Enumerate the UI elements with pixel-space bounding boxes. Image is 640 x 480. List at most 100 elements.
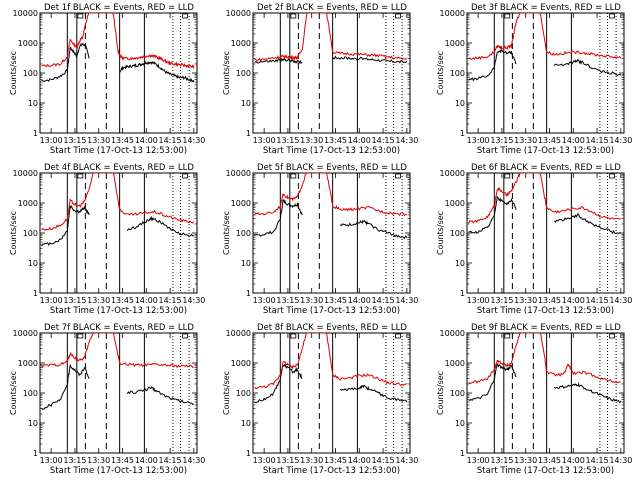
x-tick-label: 13:45 [324,136,347,145]
series-events [41,205,195,247]
x-tick-label: 14:00 [562,456,585,465]
y-tick-label: 10000 [440,9,465,18]
x-tick-label: 13:00 [40,136,63,145]
y-tick-label: 100 [450,229,465,238]
y-axis-label: Counts/sec [222,51,231,95]
y-tick-label: 10000 [13,169,38,178]
series-lld [254,13,408,62]
y-tick-label: 1000 [445,39,465,48]
y-tick-label: 1 [460,449,465,458]
x-tick-label: 13:00 [253,136,276,145]
series-lld [468,13,622,60]
panel-title: Det 9f BLACK = Events, RED = LLD [471,323,621,333]
x-tick-label: 14:30 [609,456,632,465]
y-axis-label: Counts/sec [222,211,231,255]
x-tick-label: 13:45 [538,296,561,305]
x-tick-label: 13:30 [514,136,537,145]
y-tick-label: 1 [33,129,38,138]
x-tick-label: 13:00 [253,456,276,465]
y-tick-label: 10 [28,259,38,268]
y-tick-label: 1 [246,289,251,298]
top-marker [609,333,615,339]
panel-det-1: Det 1f BLACK = Events, RED = LLD 1 10 100 10… [9,3,205,156]
panel-det-5: Det 5f BLACK = Events, RED = LLD 1 10 100 10… [222,163,418,316]
y-axis-label: Counts/sec [436,51,445,95]
top-marker [77,13,84,19]
x-tick-label: 14:15 [586,296,609,305]
y-tick-label: 1000 [231,39,251,48]
x-tick-label: 14:30 [182,456,205,465]
x-tick-label: 13:30 [87,136,110,145]
y-tick-label: 1000 [18,39,38,48]
y-tick-label: 100 [450,389,465,398]
y-tick-label: 10000 [226,9,251,18]
panel-title: Det 7f BLACK = Events, RED = LLD [44,323,194,333]
panel-title: Det 5f BLACK = Events, RED = LLD [257,163,407,173]
y-tick-label: 1 [460,289,465,298]
y-tick-label: 1 [246,449,251,458]
x-axis-label: Start Time (17-Oct-13 12:53:00) [263,466,400,476]
panel-det-9: Det 9f BLACK = Events, RED = LLD 1 10 100 10… [436,323,632,476]
x-tick-label: 14:15 [159,136,182,145]
y-tick-label: 1000 [445,359,465,368]
y-axis-label: Counts/sec [9,211,18,255]
x-tick-label: 13:30 [514,456,537,465]
y-tick-label: 1000 [18,199,38,208]
x-tick-label: 14:30 [395,456,418,465]
y-tick-label: 1000 [231,359,251,368]
y-axis-label: Counts/sec [436,211,445,255]
panel-det-8: Det 8f BLACK = Events, RED = LLD 1 10 100 10… [222,323,418,476]
y-tick-label: 10 [455,259,465,268]
x-tick-label: 14:15 [372,136,395,145]
x-tick-label: 13:45 [111,296,134,305]
x-axis-label: Start Time (17-Oct-13 12:53:00) [50,146,187,156]
series-events [254,199,408,240]
x-tick-label: 13:15 [63,136,86,145]
y-axis-label: Counts/sec [436,371,445,415]
y-tick-label: 10 [455,419,465,428]
x-tick-label: 13:45 [538,456,561,465]
x-tick-label: 13:00 [253,296,276,305]
series-events [254,363,408,404]
series-lld [41,13,195,69]
top-marker [609,173,615,179]
top-marker [395,13,401,19]
y-axis-label: Counts/sec [222,371,231,415]
panel-det-6: Det 6f BLACK = Events, RED = LLD 1 10 100 10… [436,163,632,316]
panel-det-4: Det 4f BLACK = Events, RED = LLD 1 10 100 10… [9,163,205,316]
x-tick-label: 13:45 [538,136,561,145]
y-tick-label: 10000 [13,329,38,338]
top-marker [504,13,511,19]
y-axis-label: Counts/sec [9,51,18,95]
panel-title: Det 1f BLACK = Events, RED = LLD [44,3,194,13]
top-marker [290,13,297,19]
x-tick-label: 13:30 [300,296,323,305]
x-tick-label: 14:15 [372,456,395,465]
x-tick-label: 13:15 [276,296,299,305]
x-tick-label: 13:15 [276,456,299,465]
y-tick-label: 10 [28,99,38,108]
y-tick-label: 100 [236,69,251,78]
y-tick-label: 10000 [13,9,38,18]
x-tick-label: 13:00 [467,296,490,305]
series-lld [254,333,408,390]
x-axis-label: Start Time (17-Oct-13 12:53:00) [263,146,400,156]
top-marker [504,173,511,179]
series-lld [468,333,621,384]
series-lld [254,173,408,217]
x-tick-label: 14:30 [395,296,418,305]
y-tick-label: 100 [23,389,38,398]
x-tick-label: 14:00 [135,296,158,305]
x-tick-label: 13:00 [40,456,63,465]
series-events [41,364,194,411]
x-tick-label: 13:45 [324,296,347,305]
series-lld [41,173,195,231]
y-tick-label: 10 [241,99,251,108]
y-tick-label: 10000 [440,329,465,338]
y-tick-label: 100 [450,69,465,78]
series-lld [41,333,195,369]
series-events [41,42,195,83]
top-marker [77,333,84,339]
x-tick-label: 14:00 [348,296,371,305]
